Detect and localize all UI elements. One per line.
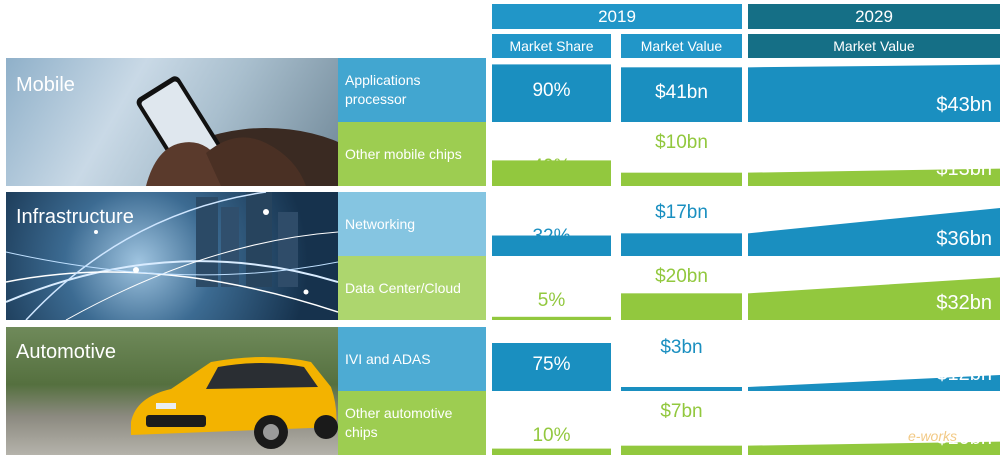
share-bar — [492, 160, 611, 186]
category-other-automotive-chips: Other automotive chips — [338, 391, 486, 455]
category-ivi-adas: IVI and ADAS — [338, 327, 486, 391]
automotive-photo — [6, 327, 338, 455]
share-bar — [492, 343, 611, 391]
share-label: 75% — [532, 354, 571, 375]
share-label: 10% — [532, 425, 571, 446]
network-lines-illustration — [6, 192, 338, 320]
value-2029-shape — [748, 168, 1000, 186]
year-2019-header: 2019 — [492, 4, 742, 29]
segment-label-automotive: Automotive — [16, 341, 117, 363]
value-2029-shape — [748, 64, 1000, 122]
value-2029-label: $10bn — [936, 427, 992, 449]
market-share-header: Market Share — [492, 34, 611, 58]
year-2029-header: 2029 — [748, 4, 1000, 29]
smartphone-illustration — [136, 76, 338, 186]
value-2019-label: $20bn — [655, 266, 708, 287]
value-2019-bar — [621, 293, 742, 320]
value-2019-label: $7bn — [660, 401, 703, 422]
segment-label-mobile: Mobile — [16, 74, 75, 96]
category-networking: Networking — [338, 192, 486, 256]
share-bar — [492, 64, 611, 122]
value-2029-label: $12bn — [936, 363, 992, 385]
category-applications-processor: Applications processor — [338, 58, 486, 122]
value-2019-label: $3bn — [660, 337, 703, 358]
value-2029-shape — [748, 277, 1000, 320]
segment-label-infrastructure: Infrastructure — [16, 206, 134, 228]
value-2019-label: $41bn — [655, 81, 708, 103]
value-2029-shape — [748, 208, 1000, 256]
share-label: 40% — [532, 156, 571, 177]
value-2019-bar — [621, 172, 742, 186]
share-bar — [492, 316, 611, 320]
value-2019-bar — [621, 387, 742, 391]
value-2019-bar — [621, 67, 742, 122]
watermark-logo: e-works — [908, 428, 958, 444]
column-divider — [611, 58, 621, 455]
value-2019-bar — [621, 445, 742, 455]
value-2029-shape — [748, 441, 1000, 455]
value-2019-label: $10bn — [655, 132, 708, 153]
infrastructure-photo — [6, 192, 338, 320]
value-2029-label: $32bn — [936, 292, 992, 314]
market-value-2029-header: Market Value — [748, 34, 1000, 58]
mobile-photo — [6, 58, 338, 186]
category-other-mobile-chips: Other mobile chips — [338, 122, 486, 186]
share-label: 5% — [537, 290, 566, 311]
share-label: 32% — [532, 226, 571, 247]
category-data-center-cloud: Data Center/Cloud — [338, 256, 486, 320]
value-2019-bar — [621, 233, 742, 256]
value-2029-label: $13bn — [936, 158, 992, 180]
share-label: 90% — [532, 80, 571, 102]
share-bar — [492, 448, 611, 455]
value-2019-label: $17bn — [655, 202, 708, 223]
value-2029-label: $43bn — [936, 94, 992, 116]
share-bar — [492, 235, 611, 256]
market-value-2019-header: Market Value — [621, 34, 742, 58]
value-2029-label: $36bn — [936, 228, 992, 250]
yellow-car-illustration — [131, 357, 338, 449]
value-2029-shape — [748, 375, 1000, 391]
